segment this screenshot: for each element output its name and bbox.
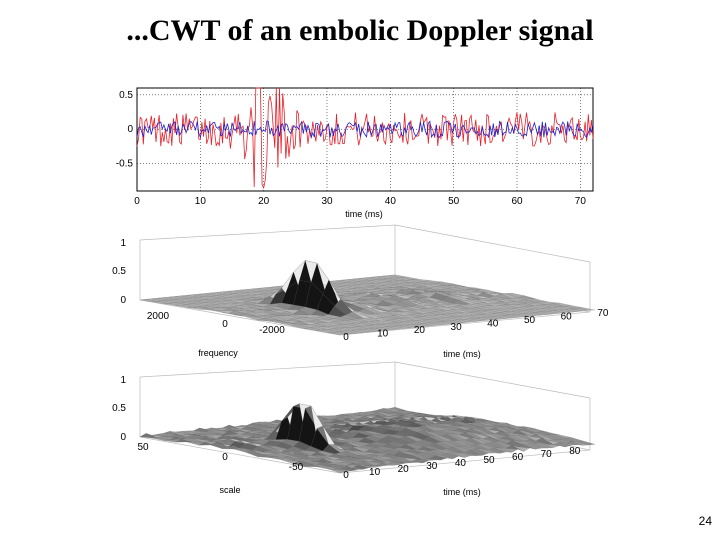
- surface1-x-tick-label: 60: [561, 312, 573, 323]
- slide-title: ...CWT of an embolic Doppler signal: [126, 14, 594, 47]
- signal-y-tick-label: 0: [127, 124, 133, 135]
- surface1-y-tick-label: -2000: [259, 325, 285, 336]
- signal-x-axis-label: time (ms): [345, 209, 383, 219]
- surface1-x-tick-label: 50: [524, 315, 536, 326]
- surface2-z-tick-label: 1: [120, 375, 126, 386]
- surface1-x-tick-label: 10: [377, 329, 389, 340]
- surface1-z-tick-label: 0.5: [112, 266, 126, 277]
- surface2-x-tick-label: 20: [398, 464, 410, 475]
- signal-x-tick-label: 70: [575, 196, 587, 207]
- surface2-y-axis-label: scale: [219, 485, 240, 495]
- surface1-x-tick-label: 0: [343, 332, 349, 343]
- signal-x-tick-label: 30: [321, 196, 333, 207]
- surface1-y-axis-label: frequency: [198, 348, 238, 358]
- surface2-x-tick-label: 50: [483, 455, 495, 466]
- signal-x-tick-label: 40: [385, 196, 397, 207]
- surface2-x-tick-label: 0: [343, 470, 349, 481]
- signal-series-blue: [136, 120, 594, 139]
- surface1-x-tick-label: 30: [451, 322, 463, 333]
- surface1-x-tick-label: 40: [487, 318, 499, 329]
- surface1-y-tick-label: 2000: [147, 311, 170, 322]
- surface1-z-tick-label: 0: [120, 295, 126, 306]
- signal-x-tick-label: 50: [448, 196, 460, 207]
- surface2-x-tick-label: 70: [541, 449, 553, 460]
- surface2-x-tick-label: 80: [569, 446, 581, 457]
- surface1-z-tick-label: 1: [120, 238, 126, 249]
- surface2-z-tick-label: 0: [120, 432, 126, 443]
- surface2-x-tick-label: 40: [455, 458, 467, 469]
- surface2-z-tick-label: 0.5: [112, 403, 126, 414]
- surface2-x-tick-label: 60: [512, 452, 524, 463]
- surface2-x-tick-label: 30: [426, 461, 438, 472]
- signal-series-group: [136, 87, 594, 190]
- surface2-tick-labels: 1 0.5 0 0 10 20 30 40 50 60 70 80 50 0 -50: [112, 375, 581, 481]
- surface2-y-tick-label: 0: [222, 452, 228, 463]
- signal-y-tick-label: 0.5: [119, 90, 133, 101]
- surface-cell: [577, 440, 596, 446]
- signal-x-tick-label: 20: [258, 196, 270, 207]
- surface2-x-axis-label: time (ms): [443, 487, 481, 497]
- surface1-x-tick-label: 20: [414, 325, 426, 336]
- signal-x-tick-label: 0: [134, 196, 140, 207]
- surface1-x-axis-label: time (ms): [443, 349, 481, 359]
- signal-tick-labels: 0 10 20 30 40 50 60 70 0.5 0 -0.5: [116, 90, 587, 207]
- surface-cell: [577, 307, 596, 311]
- surface1-x-tick-label: 70: [597, 308, 609, 319]
- surface2-mesh: [139, 403, 596, 474]
- signal-x-tick-label: 10: [195, 196, 207, 207]
- surface2-y-tick-label: 50: [137, 442, 149, 453]
- page-number: 24: [698, 514, 712, 528]
- signal-x-tick-label: 60: [511, 196, 523, 207]
- surface2-x-tick-label: 10: [369, 467, 381, 478]
- signal-series-red: [136, 87, 594, 190]
- surface1-mesh: [139, 260, 596, 336]
- surface1-y-tick-label: 0: [222, 319, 228, 330]
- signal-y-tick-label: -0.5: [116, 159, 134, 170]
- surface2-y-tick-label: -50: [289, 462, 304, 473]
- surface1-tick-labels: 1 0.5 0 0 10 20 30 40 50 60 70 2000 0 -2000: [112, 238, 609, 343]
